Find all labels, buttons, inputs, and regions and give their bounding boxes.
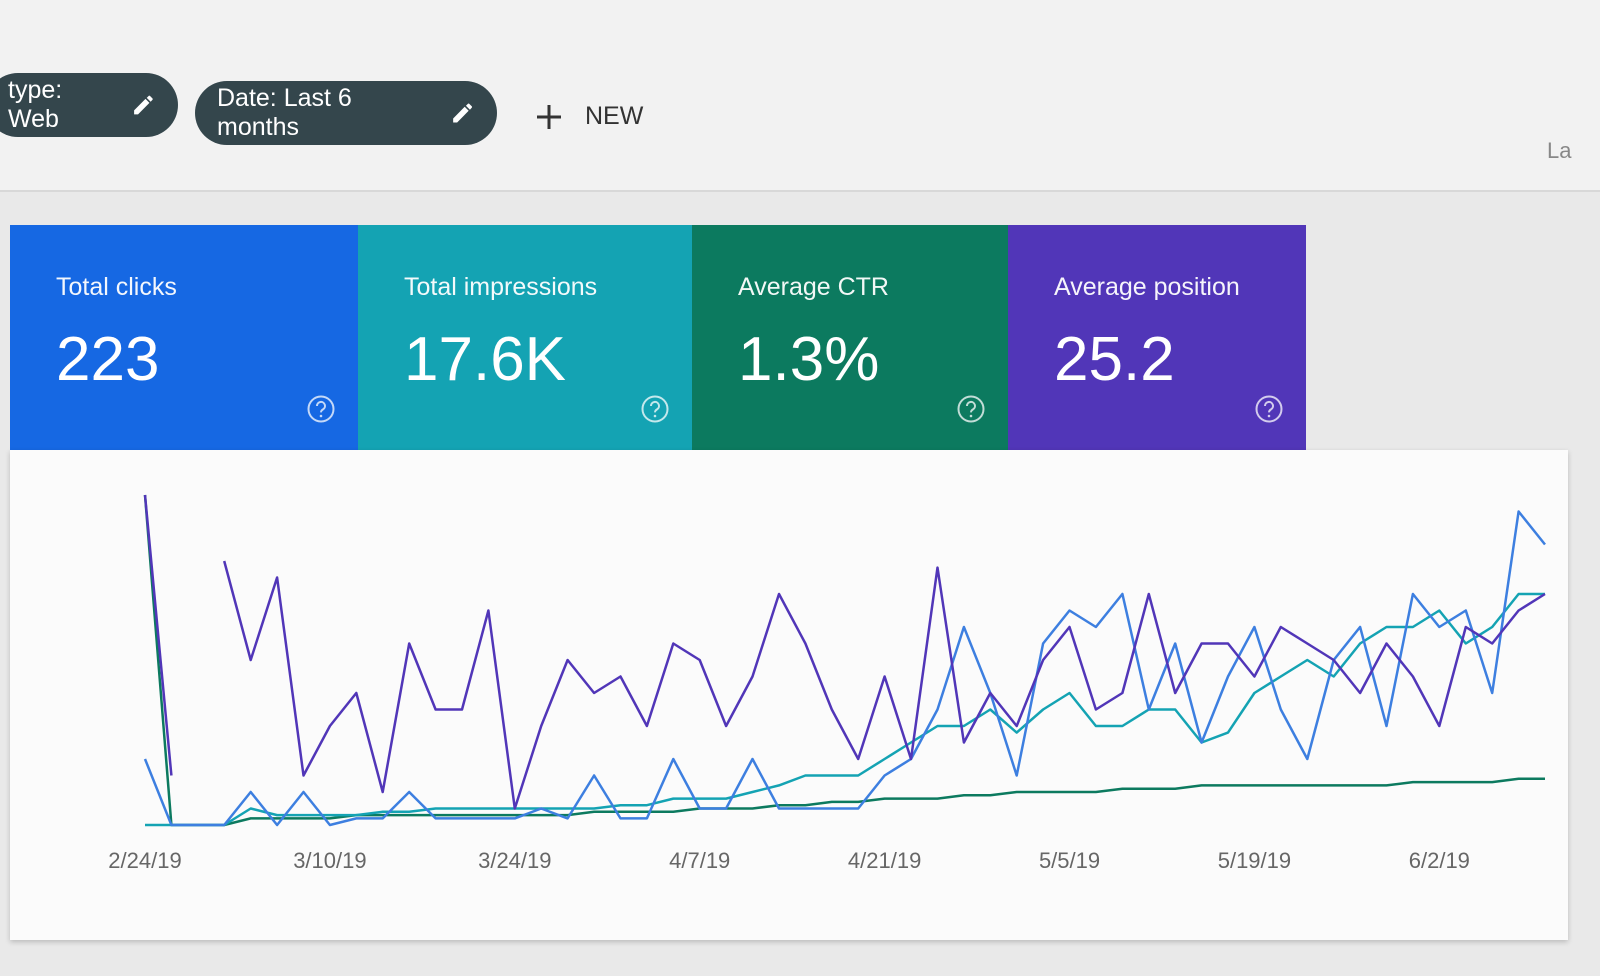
x-tick-label: 4/7/19	[669, 848, 730, 873]
metric-label: Total clicks	[56, 273, 177, 301]
x-tick-label: 5/19/19	[1218, 848, 1291, 873]
help-icon[interactable]	[640, 394, 670, 424]
filter-chip[interactable]: Date: Last 6 months	[195, 81, 497, 145]
new-label: NEW	[585, 102, 644, 130]
series-line	[143, 494, 1546, 810]
chip-label: Date: Last 6 months	[217, 84, 352, 141]
metric-label: Average position	[1054, 273, 1240, 301]
edit-icon	[134, 95, 153, 115]
metric-value: 223	[56, 325, 160, 394]
series-line	[143, 510, 1546, 827]
metric-card[interactable]: Total impressions 17.6K	[358, 225, 692, 450]
chart: 2/24/19 3/10/19 3/24/19 4/7/19 4/21/19 5/5/19…	[108, 494, 1546, 873]
metric-card[interactable]: Average CTR 1.3%	[692, 225, 1008, 450]
x-tick-label: 3/24/19	[478, 848, 551, 873]
x-tick-label: 5/5/19	[1039, 848, 1100, 873]
right-label: La	[1547, 138, 1572, 163]
metric-value: 17.6K	[404, 325, 567, 394]
filter-chip[interactable]: type: Web	[0, 73, 178, 137]
series-line	[145, 592, 1545, 827]
metric-label: Total impressions	[404, 273, 598, 301]
chart-panel: 2/24/19 3/10/19 3/24/19 4/7/19 4/21/19 5/5/19…	[10, 450, 1568, 940]
metric-card[interactable]: Average position 25.2	[1008, 225, 1306, 450]
x-tick-label: 2/24/19	[108, 848, 181, 873]
help-icon[interactable]	[1254, 394, 1284, 424]
x-tick-label: 3/10/19	[293, 848, 366, 873]
new-button[interactable]: NEW	[535, 102, 643, 131]
help-icon[interactable]	[306, 394, 336, 424]
x-tick-label: 4/21/19	[848, 848, 921, 873]
help-icon[interactable]	[956, 394, 986, 424]
metric-card[interactable]: Total clicks 223	[10, 225, 358, 450]
metric-value: 25.2	[1054, 325, 1175, 394]
edit-icon	[452, 103, 472, 123]
metric-value: 1.3%	[738, 325, 880, 394]
chip-label: type: Web	[8, 76, 63, 133]
x-tick-label: 6/2/19	[1409, 848, 1470, 873]
metric-label: Average CTR	[738, 273, 889, 301]
plus-icon	[537, 104, 561, 129]
series-line	[143, 494, 1545, 827]
